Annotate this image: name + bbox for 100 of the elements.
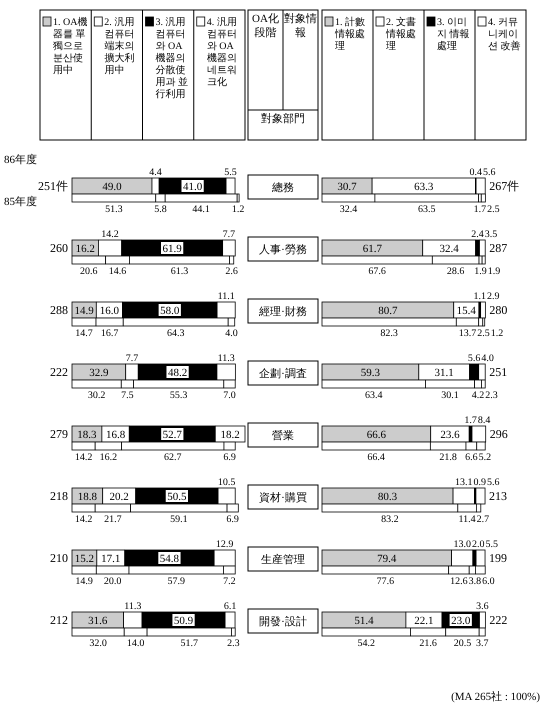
data-label: 67.6 xyxy=(368,266,386,277)
data-label: 5.6 xyxy=(482,167,496,178)
data-label: 44.1 xyxy=(192,204,210,215)
data-label: 0.4 xyxy=(469,167,482,178)
data-label: 20.2 xyxy=(110,491,129,503)
data-label: 6.0 xyxy=(482,576,495,587)
data-label: 15.2 xyxy=(74,553,94,565)
y-tick-label: 開發·設計 xyxy=(259,615,307,628)
text: 296 xyxy=(490,427,508,441)
data-label: 21.6 xyxy=(419,638,437,649)
data-label: 30.1 xyxy=(441,390,459,401)
text: 85年度 xyxy=(4,195,37,208)
text: 210 xyxy=(50,551,68,565)
data-label: 1.7 xyxy=(474,204,486,215)
data-label: 7.7 xyxy=(126,353,138,364)
data-label: 3.5 xyxy=(484,229,498,240)
data-label: 6.9 xyxy=(223,452,236,463)
data-label: 4.2 xyxy=(472,390,484,401)
data-label: 31.6 xyxy=(88,615,108,627)
data-label: 79.4 xyxy=(377,553,397,565)
data-label: 3.7 xyxy=(476,638,488,649)
text: 260 xyxy=(50,241,68,255)
data-label: 77.6 xyxy=(376,576,394,587)
data-label: 21.8 xyxy=(439,452,457,463)
text: 222 xyxy=(489,613,508,627)
y-tick-label: 營業 xyxy=(272,429,294,442)
data-label: 1.9 xyxy=(488,266,500,277)
data-label: 59.3 xyxy=(360,367,381,379)
data-label: 5.6 xyxy=(468,353,480,364)
data-label: 80.7 xyxy=(378,305,398,317)
data-label: 49.0 xyxy=(102,181,122,193)
data-label: 3.6 xyxy=(476,601,489,612)
data-label: 20.5 xyxy=(454,638,472,649)
data-label: 48.2 xyxy=(168,367,188,379)
data-label: 7.0 xyxy=(223,390,236,401)
data-label: 41.0 xyxy=(182,181,203,193)
data-label: 51.4 xyxy=(354,615,374,627)
data-label: 20.0 xyxy=(104,576,122,587)
text: 212 xyxy=(50,613,68,627)
data-label: 13.1 xyxy=(454,477,472,488)
text: (MA 265社 : 100%) xyxy=(451,690,540,703)
data-label: 7.2 xyxy=(223,576,236,587)
data-label: 32.4 xyxy=(340,204,358,215)
data-label: 2.0 xyxy=(472,539,484,550)
data-label: 23.0 xyxy=(451,615,471,627)
data-label: 63.5 xyxy=(418,204,436,215)
data-label: 1.2 xyxy=(490,328,504,339)
data-label: 11.3 xyxy=(124,601,142,612)
data-label: 23.6 xyxy=(440,429,460,441)
legend-label: 2. 文書情報處理 xyxy=(385,16,416,52)
data-label: 32.0 xyxy=(89,638,107,649)
data-label: 2.4 xyxy=(471,229,484,240)
data-label: 16.8 xyxy=(106,429,126,441)
data-label: 20.6 xyxy=(80,266,98,277)
legend-label: 1. OA機器를 單獨으로 분산使用中 xyxy=(53,16,88,76)
legend-label: 2. 汎用컴퓨터端末의 擴大利用中 xyxy=(104,16,137,76)
data-label: 1.1 xyxy=(473,291,486,302)
data-label: 61.9 xyxy=(162,243,182,255)
chart-title: 對象情報 xyxy=(284,13,317,40)
data-label: 5.5 xyxy=(485,539,498,550)
data-label: 64.3 xyxy=(166,328,184,339)
data-label: 30.2 xyxy=(88,390,106,401)
data-label: 3.8 xyxy=(468,576,482,587)
legend-label: 1. 計數情報處理 xyxy=(334,16,365,52)
data-label: 2.5 xyxy=(477,328,490,339)
data-label: 4.0 xyxy=(225,328,238,339)
data-label: 62.7 xyxy=(164,452,182,463)
data-label: 1.9 xyxy=(474,266,487,277)
data-label: 2.6 xyxy=(225,266,238,277)
data-label: 18.8 xyxy=(78,491,98,503)
data-label: 5.6 xyxy=(486,477,500,488)
y-tick-label: 總務 xyxy=(271,182,294,194)
data-label: 61.7 xyxy=(362,243,382,255)
data-label: 4.4 xyxy=(149,167,162,178)
data-label: 30.7 xyxy=(337,181,358,193)
data-label: 51.3 xyxy=(105,204,123,215)
data-label: 14.2 xyxy=(74,514,92,525)
data-label: 66.6 xyxy=(366,429,386,441)
data-label: 59.1 xyxy=(170,514,188,525)
data-label: 16.2 xyxy=(76,243,95,255)
data-label: 2.9 xyxy=(486,291,500,302)
data-label: 5.5 xyxy=(224,167,237,178)
data-label: 6.1 xyxy=(224,601,236,612)
text: 222 xyxy=(50,365,68,379)
y-tick-label: 經理·財務 xyxy=(258,306,307,318)
data-label: 12.6 xyxy=(450,576,468,587)
data-label: 82.3 xyxy=(380,328,398,339)
data-label: 32.4 xyxy=(440,243,460,255)
data-label: 54.8 xyxy=(160,553,180,565)
data-label: 12.9 xyxy=(216,539,234,550)
data-label: 52.7 xyxy=(162,429,182,441)
text: 218 xyxy=(50,489,68,503)
legend-label: 4. 汎用컴퓨터와 OA機器의 네트워크化 xyxy=(206,16,240,88)
data-label: 83.2 xyxy=(381,514,399,525)
data-label: 16.0 xyxy=(100,305,120,317)
data-label: 13.0 xyxy=(453,539,471,550)
data-label: 7.5 xyxy=(121,390,134,401)
data-label: 16.7 xyxy=(100,328,118,339)
data-label: 28.6 xyxy=(446,266,464,277)
data-label: 7.7 xyxy=(222,229,236,240)
